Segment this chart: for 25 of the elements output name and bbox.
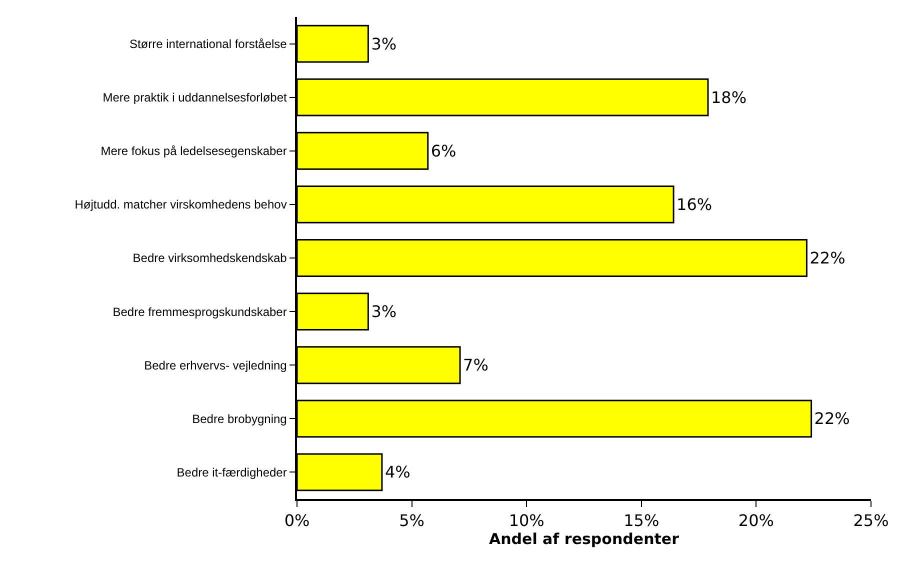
data-label: 22% [810, 248, 846, 268]
data-label: 16% [676, 194, 712, 214]
x-tick-label: 15% [624, 510, 660, 530]
data-label: 3% [371, 34, 397, 54]
y-tick-label: Højtudd. matcher virskomhedens behov [74, 198, 287, 212]
y-tick-label: Bedre fremmesprogskundskaber [112, 304, 287, 319]
data-label: 22% [814, 409, 850, 428]
x-axis-title: Andel af respondenter [489, 530, 680, 548]
x-tick-label: 10% [508, 510, 544, 530]
data-label: 4% [384, 462, 410, 482]
y-tick-label: Bedre it-færdigheder [176, 465, 287, 480]
data-label: 7% [463, 356, 488, 375]
y-tick-label: Bedre brobygning [192, 412, 287, 426]
y-tick-label: Mere fokus på ledelsesegenskaber [100, 144, 287, 158]
y-tick-label: Bedre virksomhedskendskab [132, 251, 288, 266]
y-tick-label: Bedre erhvervs- vejledning [144, 358, 287, 372]
x-tick-label: 25% [853, 510, 889, 530]
y-tick-label: Større international forståelse [129, 36, 288, 51]
data-label: 18% [710, 88, 747, 107]
y-tick-label: Mere praktik i uddannelsesforløbet [102, 90, 288, 105]
x-tick-label: 5% [399, 510, 424, 530]
data-label: 6% [430, 141, 456, 160]
x-tick-label: 0% [284, 510, 310, 530]
x-tick-label: 20% [738, 510, 774, 530]
data-label: 3% [371, 302, 397, 322]
